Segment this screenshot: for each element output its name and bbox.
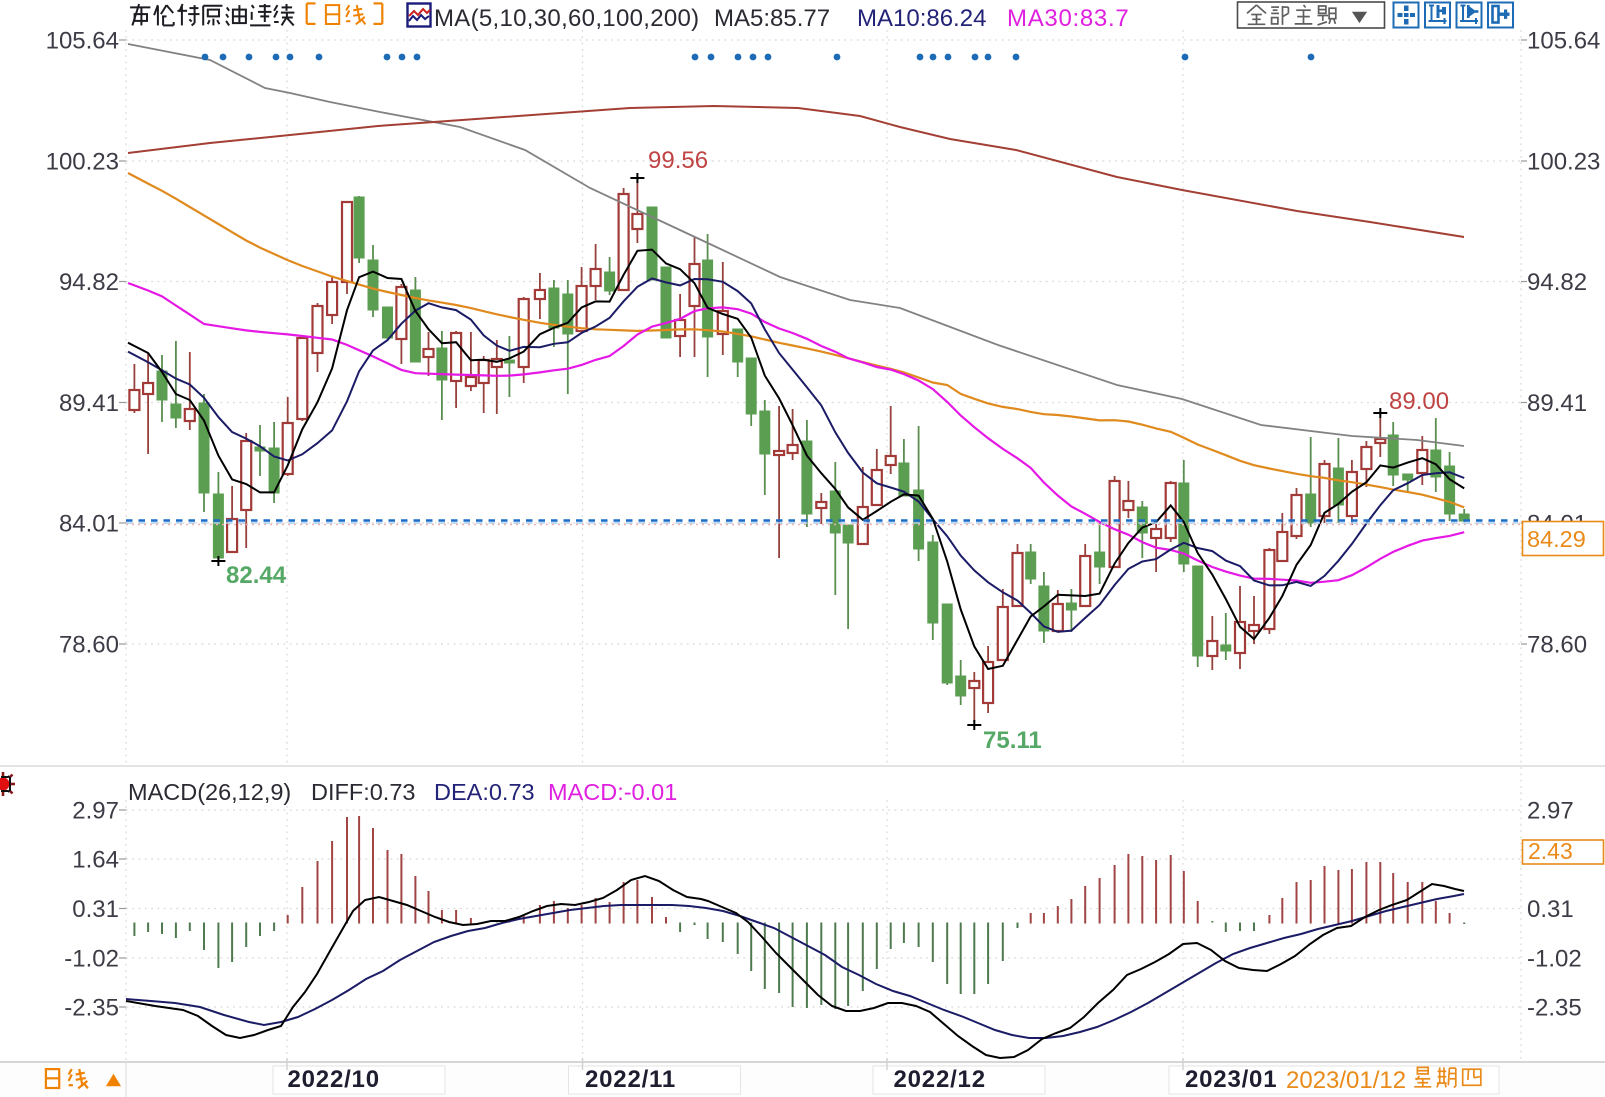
svg-text:89.00: 89.00 (1389, 388, 1449, 415)
svg-text:84.29: 84.29 (1527, 526, 1586, 552)
svg-text:75.11: 75.11 (983, 727, 1042, 754)
svg-text:2.43: 2.43 (1528, 838, 1573, 864)
svg-text:DEA:0.73: DEA:0.73 (434, 779, 535, 805)
svg-text:94.82: 94.82 (1527, 269, 1587, 296)
svg-text:89.41: 89.41 (59, 390, 119, 417)
svg-text:2022/10: 2022/10 (288, 1066, 380, 1093)
svg-text:-1.02: -1.02 (1527, 946, 1582, 973)
svg-text:2022/12: 2022/12 (894, 1066, 986, 1093)
svg-text:-1.02: -1.02 (64, 946, 119, 973)
svg-text:-2.35: -2.35 (1527, 995, 1582, 1022)
svg-text:2023/01/12: 2023/01/12 (1286, 1067, 1406, 1094)
svg-text:1.64: 1.64 (72, 847, 119, 874)
svg-text:MACD(26,12,9): MACD(26,12,9) (128, 779, 291, 805)
svg-text:105.64: 105.64 (46, 28, 119, 55)
svg-text:89.41: 89.41 (1527, 390, 1587, 417)
svg-text:2.97: 2.97 (72, 798, 119, 825)
svg-text:105.64: 105.64 (1527, 28, 1600, 55)
svg-text:DIFF:0.73: DIFF:0.73 (311, 779, 415, 805)
svg-text:2.97: 2.97 (1527, 798, 1574, 825)
svg-text:0.31: 0.31 (72, 896, 119, 923)
svg-text:2022/11: 2022/11 (585, 1066, 676, 1093)
svg-text:99.56: 99.56 (648, 147, 708, 174)
svg-text:MACD:-0.01: MACD:-0.01 (548, 779, 677, 805)
svg-text:-2.35: -2.35 (64, 995, 119, 1022)
svg-text:0.31: 0.31 (1527, 896, 1574, 923)
svg-text:94.82: 94.82 (59, 269, 119, 296)
svg-text:MA30:83.7: MA30:83.7 (1007, 5, 1129, 32)
svg-text:82.44: 82.44 (226, 562, 287, 589)
svg-text:78.60: 78.60 (1527, 632, 1587, 659)
svg-text:MA10:86.24: MA10:86.24 (857, 5, 986, 32)
svg-text:MA(5,10,30,60,100,200): MA(5,10,30,60,100,200) (434, 5, 699, 32)
svg-text:MA5:85.77: MA5:85.77 (714, 5, 830, 32)
svg-text:100.23: 100.23 (46, 149, 119, 176)
svg-text:2023/01: 2023/01 (1185, 1066, 1277, 1093)
svg-text:84.01: 84.01 (59, 511, 119, 538)
svg-text:78.60: 78.60 (59, 632, 119, 659)
svg-text:100.23: 100.23 (1527, 149, 1600, 176)
